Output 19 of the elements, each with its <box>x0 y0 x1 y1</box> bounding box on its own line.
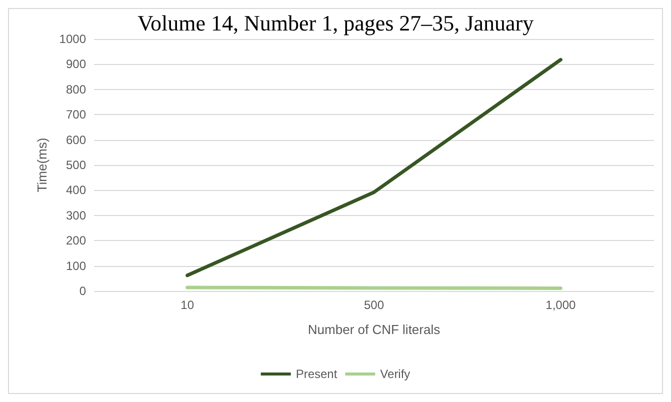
x-tick-label: 10 <box>180 298 194 312</box>
y-tick-label: 1000 <box>59 32 86 46</box>
legend-label: Present <box>296 367 338 381</box>
y-axis-title: Time(ms) <box>34 138 50 192</box>
y-tick-label: 600 <box>66 132 86 147</box>
y-tick-label: 200 <box>66 234 86 248</box>
y-tick-label: 700 <box>66 108 86 122</box>
text: Volume 14, Number 1, pages 27–35, January <box>137 10 534 36</box>
y-tick-label: 800 <box>66 82 86 96</box>
x-tick-label: 1,000 <box>546 298 576 312</box>
y-tick-label: 100 <box>66 258 86 273</box>
y-tick-label: 300 <box>66 208 86 222</box>
y-tick-label: 0 <box>79 284 86 298</box>
legend-label: Verify <box>380 367 410 381</box>
x-tick-label: 500 <box>364 298 384 312</box>
x-axis-title: Number of CNF literals <box>308 322 441 337</box>
y-tick-label: 400 <box>66 183 86 198</box>
y-tick-label: 900 <box>66 57 86 72</box>
y-tick-label: 500 <box>66 158 86 172</box>
